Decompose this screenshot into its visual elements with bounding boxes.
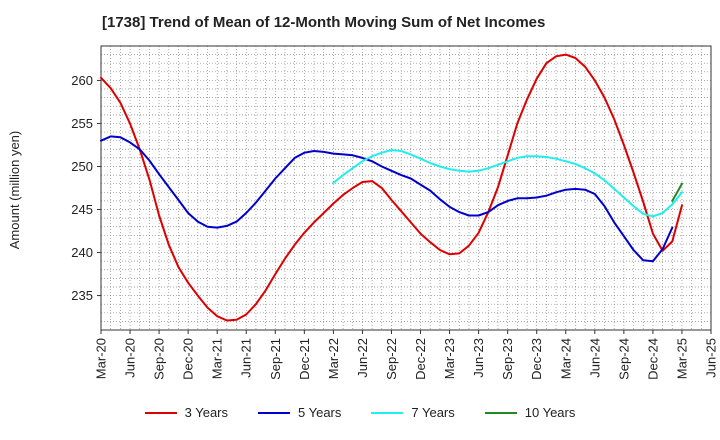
y-tick-label: 250 (71, 159, 93, 174)
legend-item: 10 Years (484, 405, 576, 420)
x-tick-label: Mar-20 (94, 338, 109, 379)
legend-item: 7 Years (371, 405, 455, 420)
legend-swatch (144, 411, 177, 414)
x-tick-label: Mar-22 (326, 338, 341, 379)
legend-swatch (484, 411, 517, 414)
series-line-3-years (100, 53, 683, 322)
x-tick-label: Mar-23 (442, 338, 457, 379)
legend-item: 5 Years (258, 405, 341, 420)
plot-frame (100, 45, 712, 331)
x-tick-label: Sep-22 (384, 338, 399, 380)
x-tick-label: Jun-25 (704, 338, 719, 378)
x-tick-label: Sep-20 (152, 338, 167, 380)
x-tick-label: Jun-20 (123, 338, 138, 378)
legend-label: 3 Years (184, 405, 228, 420)
x-tick-label: Dec-21 (297, 338, 312, 380)
x-tick-label: Jun-22 (355, 338, 370, 378)
y-tick-label: 260 (71, 73, 93, 88)
series-line-5-years (100, 135, 674, 263)
x-tick-label: Sep-23 (500, 338, 515, 380)
series-line-7-years (332, 149, 683, 218)
y-tick-label: 255 (71, 116, 93, 131)
x-tick-label: Dec-22 (413, 338, 428, 380)
legend-swatch (371, 411, 404, 414)
x-tick-label: Dec-20 (181, 338, 196, 380)
x-tick-label: Jun-24 (587, 338, 602, 378)
x-tick-label: Mar-25 (674, 338, 689, 379)
y-tick-label: 245 (71, 202, 93, 217)
x-axis: Mar-20 Jun-20 Sep-20 Dec-20 Mar-21 Jun-21 Sep-… (94, 330, 719, 380)
legend-label: 7 Years (411, 405, 455, 420)
legend-label: 10 Years (524, 405, 576, 420)
chart-title: [1738] Trend of Mean of 12-Month Moving … (102, 14, 546, 31)
y-axis: 235 240 245 250 255 260 (71, 73, 101, 303)
y-tick-label: 240 (71, 245, 93, 260)
x-tick-label: Dec-24 (645, 338, 660, 380)
series-line-10-years (671, 182, 683, 202)
x-tick-label: Jun-23 (471, 338, 486, 378)
x-tick-label: Dec-23 (529, 338, 544, 380)
x-tick-label: Mar-21 (210, 338, 225, 379)
y-tick-label: 235 (71, 288, 93, 303)
x-tick-label: Jun-21 (239, 338, 254, 378)
x-tick-label: Mar-24 (558, 338, 573, 379)
series-lines (100, 53, 683, 322)
legend-swatch (258, 411, 290, 414)
legend-item: 3 Years (144, 405, 228, 420)
legend: 3 Years 5 Years 7 Years 10 Years (0, 405, 720, 420)
legend-label: 5 Years (298, 405, 342, 420)
x-tick-label: Sep-24 (616, 338, 631, 380)
y-axis-label: Amount (million yen) (7, 131, 22, 250)
x-tick-label: Sep-21 (268, 338, 283, 380)
